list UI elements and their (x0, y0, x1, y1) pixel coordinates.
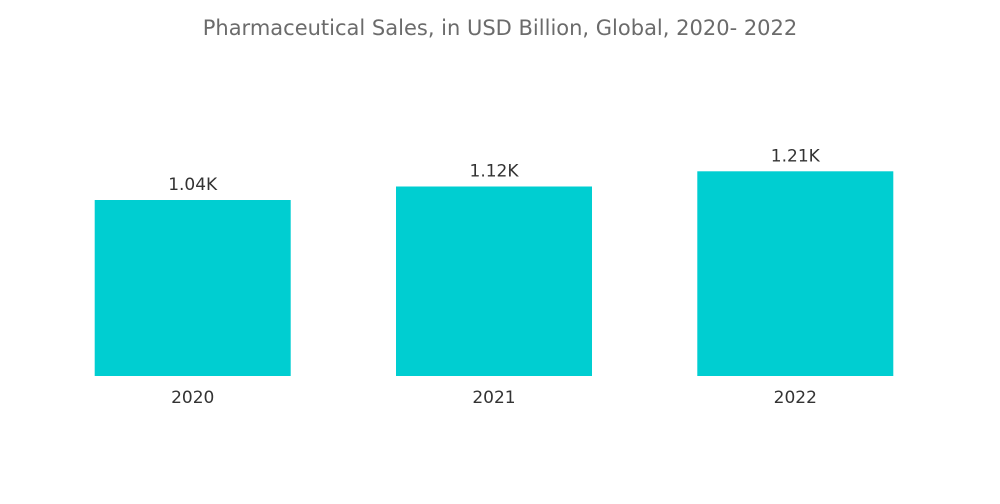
bar-2022 (697, 171, 894, 376)
x-tick-label-2020: 2020 (171, 388, 214, 408)
chart-title: Pharmaceutical Sales, in USD Billion, Gl… (202, 16, 798, 40)
value-labels-group: 1.04K 1.12K 1.21K (168, 146, 820, 195)
bars-group (94, 171, 894, 376)
x-tick-label-2022: 2022 (774, 388, 817, 408)
bar-2020 (94, 200, 291, 376)
bar-value-label-2021: 1.12K (470, 162, 520, 182)
x-axis-tick-labels: 2020 2021 2022 (171, 388, 817, 408)
bar-2021 (396, 186, 592, 376)
x-tick-label-2021: 2021 (472, 388, 515, 408)
bar-value-label-2022: 1.21K (771, 146, 821, 166)
bar-value-label-2020: 1.04K (168, 175, 218, 195)
